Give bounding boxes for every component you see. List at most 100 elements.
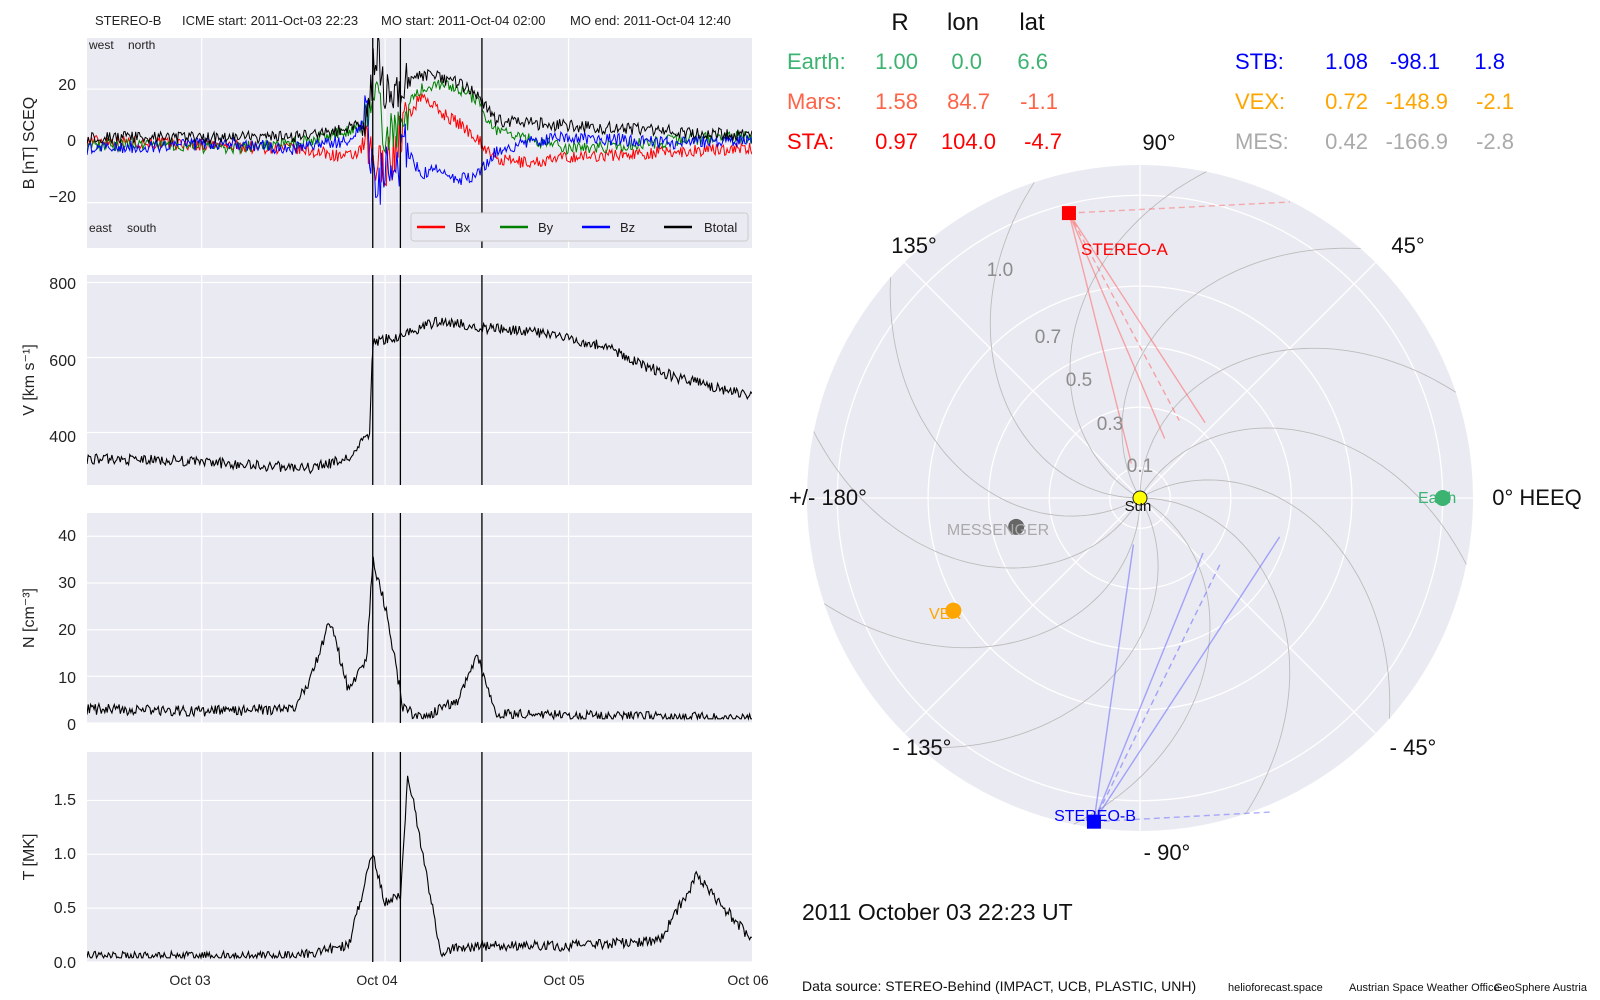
table-row-earth: Earth: 1.00 0.0 6.6 [787, 49, 1048, 74]
table-header-r: R [891, 9, 908, 36]
polar-position-plot [807, 165, 1473, 831]
parker-spiral [889, 277, 1141, 517]
header-icme-start: ICME start: 2011-Oct-03 22:23 [182, 13, 358, 28]
row-r: 0.97 [875, 129, 918, 154]
table-row-vex: VEX: 0.72 -148.9 -2.1 [1235, 89, 1514, 114]
bodies [945, 206, 1451, 829]
row-name: STB: [1235, 49, 1284, 74]
radial-label-0.3: 0.3 [1097, 414, 1123, 435]
parker-spiral [1139, 497, 1291, 815]
body-marker-stereo-b [1086, 814, 1101, 829]
credit-helioforecast: helioforecast.space [1228, 982, 1323, 994]
parker-spiral [1139, 347, 1457, 499]
body-labels: Sun Earth STEREO-A STEREO-B MESSENGER VE… [929, 240, 1456, 825]
parker-spiral [1139, 479, 1391, 719]
header-mo-start: MO start: 2011-Oct-04 02:00 [381, 13, 546, 28]
table-header-lat: lat [1019, 9, 1045, 36]
row-r: 0.72 [1325, 89, 1368, 114]
body-marker-messenger [1008, 518, 1025, 535]
table-header-lon: lon [947, 9, 979, 36]
ylabel-b: B [nT] SCEQ [21, 97, 38, 189]
row-lon: 104.0 [941, 129, 996, 154]
legend: Bx By Bz Btotal [410, 212, 749, 242]
ytick-n-30: 30 [58, 575, 76, 592]
panel-gridlines [87, 38, 752, 963]
stereo-a-label: STEREO-A [1081, 240, 1169, 259]
legend-label-by: By [538, 220, 554, 235]
fov-line [1068, 212, 1166, 439]
ytick-v-600: 600 [49, 353, 76, 370]
fov-line [1068, 212, 1206, 424]
header-spacecraft: STEREO-B [95, 13, 161, 28]
row-r: 0.42 [1325, 129, 1368, 154]
ytick-n-40: 40 [58, 528, 76, 545]
body-marker-vex [945, 602, 962, 619]
angle-label-45: 45° [1391, 233, 1424, 258]
radial-label-0.5: 0.5 [1066, 370, 1092, 391]
ytick-b-minus20: −20 [49, 189, 76, 206]
row-r: 1.00 [875, 49, 918, 74]
x-tick-labels: Oct 03 Oct 04 Oct 05 Oct 06 [169, 972, 768, 988]
field-of-view-lines [1068, 201, 1291, 823]
ytick-t-1.5: 1.5 [54, 792, 76, 809]
ytick-b-0: 0 [67, 133, 76, 150]
y-tick-labels: 20 0 −20 800 600 400 40 30 20 10 0 1.5 1… [49, 77, 76, 972]
radial-label-0.1: 0.1 [1127, 456, 1153, 477]
angle-label-minus45: - 45° [1390, 735, 1437, 760]
ytick-n-0: 0 [67, 717, 76, 734]
body-marker-sun [1132, 490, 1148, 506]
corner-label-south: south [127, 221, 156, 235]
positions-table-header: R lon lat [891, 9, 1045, 36]
corner-label-west: west [88, 38, 114, 52]
datetime-label: 2011 October 03 22:23 UT [802, 899, 1073, 925]
legend-frame [410, 212, 749, 242]
row-lon: 0.0 [951, 49, 982, 74]
ytick-n-10: 10 [58, 670, 76, 687]
row-r: 1.58 [875, 89, 918, 114]
ytick-b-20: 20 [58, 77, 76, 94]
row-lat: 1.8 [1474, 49, 1505, 74]
fov-line [1093, 544, 1135, 822]
parker-spiral [1073, 497, 1211, 825]
fov-line [1093, 536, 1281, 823]
row-name: Mars: [787, 89, 842, 114]
series-t [87, 775, 752, 960]
ylabel-t: T [MK] [21, 834, 38, 881]
parker-spirals [813, 171, 1467, 825]
legend-label-bz: Bz [620, 220, 635, 235]
radial-label-0.7: 0.7 [1035, 327, 1061, 348]
fov-line [1068, 212, 1133, 464]
legend-label-btotal: Btotal [704, 220, 737, 235]
row-name: Earth: [787, 49, 846, 74]
credit-geosphere: GeoSphere Austria [1494, 982, 1588, 994]
series-bz [87, 95, 752, 205]
series-n [87, 556, 752, 721]
plot-header: STEREO-B ICME start: 2011-Oct-03 22:23 M… [95, 13, 731, 28]
ylabel-v: V [km s⁻¹] [21, 344, 38, 416]
parker-spiral [1139, 427, 1467, 565]
stereo-b-label: STEREO-B [1054, 808, 1136, 825]
fov-line [1068, 212, 1180, 421]
row-name: MES: [1235, 129, 1289, 154]
row-lat: -4.7 [1024, 129, 1062, 154]
ytick-t-1.0: 1.0 [54, 846, 76, 863]
panel-v-background [87, 275, 752, 485]
header-mo-end: MO end: 2011-Oct-04 12:40 [570, 13, 731, 28]
angle-label-minus135: - 135° [893, 735, 952, 760]
angular-gridline [1139, 262, 1376, 499]
parker-spiral [919, 497, 1159, 749]
series-v [87, 316, 752, 475]
corner-label-east: east [89, 221, 112, 235]
event-lines [372, 38, 483, 962]
sun-label: Sun [1125, 498, 1152, 515]
xtick-oct03: Oct 03 [169, 972, 210, 988]
polar-radial-labels: 0.1 0.3 0.5 0.7 1.0 [987, 260, 1153, 477]
angular-gridline [1139, 497, 1376, 734]
row-lat: 6.6 [1017, 49, 1048, 74]
series-bx [87, 93, 752, 188]
credit-aswo: Austrian Space Weather Office [1349, 982, 1500, 994]
table-row-sta: STA: 0.97 104.0 -4.7 [787, 129, 1062, 154]
earth-label: Earth [1418, 490, 1456, 507]
radial-label-1.0: 1.0 [987, 260, 1013, 281]
